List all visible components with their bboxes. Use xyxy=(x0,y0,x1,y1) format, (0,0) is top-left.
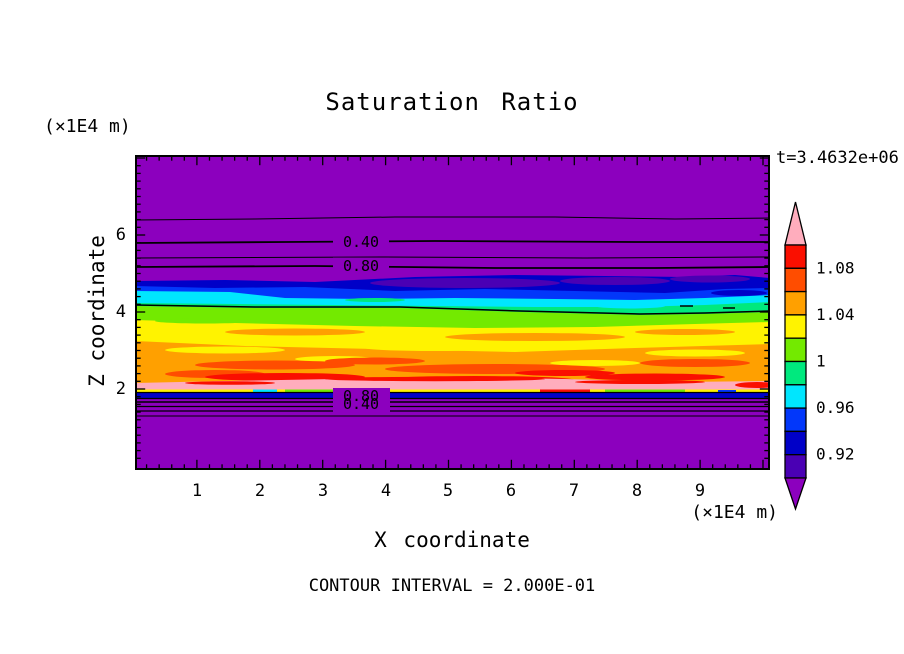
z-axis-unit-label: (×1E4 m) xyxy=(44,116,131,137)
x-tick-label: 3 xyxy=(317,481,329,501)
svg-text:0.40: 0.40 xyxy=(343,395,379,413)
x-tick-label: 5 xyxy=(442,481,454,501)
x-tick-label: 8 xyxy=(631,481,643,501)
x-tick-label: 7 xyxy=(568,481,580,501)
svg-text:0.40: 0.40 xyxy=(343,233,379,251)
x-tick-label: 6 xyxy=(505,481,517,501)
chart-title: Saturation Ratio xyxy=(325,88,579,116)
x-axis-unit-label: (×1E4 m) xyxy=(691,502,778,523)
x-tick-label: 9 xyxy=(694,481,706,501)
svg-text:0.80: 0.80 xyxy=(343,257,379,275)
colorbar: 1.08 1.04 1 0.96 0.92 xyxy=(784,201,855,512)
x-axis-title: X coordinate xyxy=(374,528,530,552)
contour-interval-label: CONTOUR INTERVAL = 2.000E-01 xyxy=(308,576,596,596)
x-tick-label: 4 xyxy=(380,481,392,501)
x-tick-label: 2 xyxy=(254,481,266,501)
x-tick-label: 1 xyxy=(191,481,203,501)
svg-text:1.04: 1.04 xyxy=(816,305,855,324)
z-tick-label: 2 xyxy=(115,379,126,399)
z-tick-label: 4 xyxy=(115,302,126,322)
svg-text:0.96: 0.96 xyxy=(816,398,855,417)
z-tick-label: 6 xyxy=(115,225,126,245)
svg-text:1.08: 1.08 xyxy=(816,259,855,278)
svg-text:0.92: 0.92 xyxy=(816,445,855,464)
time-stamp-label: t=3.4632e+06 xyxy=(776,148,899,168)
svg-text:0.80: 0.80 xyxy=(343,387,379,405)
contour-plot: 0.400.800.800.40 xyxy=(135,155,770,470)
svg-text:1: 1 xyxy=(816,352,826,371)
